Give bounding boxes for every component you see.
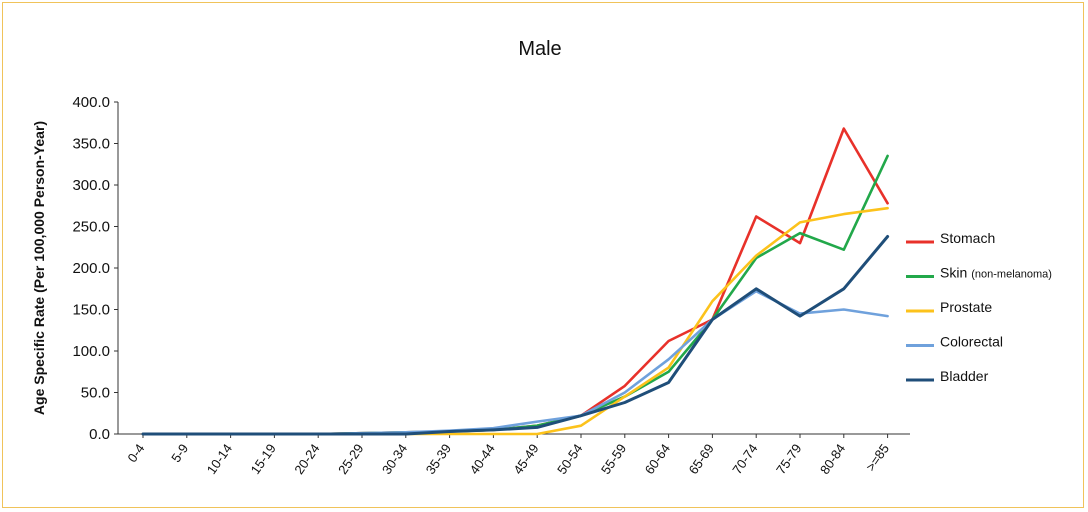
y-tick-label: 100.0 — [72, 343, 110, 360]
legend-item-colorectal: Colorectal — [940, 334, 1003, 350]
x-tick-label: 30-34 — [379, 441, 410, 477]
legend: Stomach Skin (non-melanoma) Prostate Colorec… — [906, 230, 1052, 384]
series-line-colorectal — [141, 289, 889, 436]
x-tick-label: 15-19 — [247, 441, 278, 477]
legend-item-bladder: Bladder — [940, 368, 989, 384]
x-tick-label: 5-9 — [168, 441, 191, 465]
y-tick-label: 150.0 — [72, 302, 110, 319]
x-tick-label: 75-79 — [773, 441, 804, 477]
series-line-bladder — [141, 235, 890, 436]
x-tick-label: 65-69 — [685, 441, 716, 477]
legend-item-skin: Skin (non-melanoma) — [940, 265, 1052, 281]
x-tick-label: 60-64 — [642, 441, 673, 477]
x-tick-label: 20-24 — [291, 441, 322, 477]
legend-item-prostate: Prostate — [940, 299, 992, 315]
x-tick-label: 45-49 — [510, 441, 541, 477]
legend-note: (non-melanoma) — [971, 269, 1052, 281]
series-line-prostate — [141, 206, 889, 436]
legend-label: Prostate — [940, 299, 992, 315]
series-lines — [141, 127, 890, 436]
x-tick-label: 70-74 — [729, 441, 760, 477]
x-tick-label: 55-59 — [598, 441, 629, 477]
x-tick-labels: 0-4 5-9 10-14 15-19 20-24 25-29 30-34 35-39 40-4… — [124, 434, 892, 477]
legend-label: Bladder — [940, 368, 989, 384]
y-tick-label: 250.0 — [72, 219, 110, 236]
x-tick-label: 35-39 — [423, 441, 454, 477]
y-tick-labels: 0.0 50.0 100.0 150.0 200.0 250.0 300.0 350.0 400… — [72, 94, 118, 443]
chart-title: Male — [518, 38, 561, 60]
legend-item-stomach: Stomach — [940, 230, 995, 246]
series-line-skin — [141, 154, 889, 436]
legend-label: Colorectal — [940, 334, 1003, 350]
x-tick-label: 40-44 — [466, 441, 497, 477]
legend-label: Stomach — [940, 230, 995, 246]
x-tick-label: 50-54 — [554, 441, 585, 477]
x-tick-label: 80-84 — [817, 441, 848, 477]
y-axis-label: Age Specific Rate (Per 100,000 Person-Ye… — [31, 121, 47, 415]
y-tick-label: 50.0 — [81, 385, 110, 402]
y-tick-label: 300.0 — [72, 177, 110, 194]
x-tick-label: 0-4 — [124, 441, 147, 465]
series-line-stomach — [141, 127, 889, 436]
legend-label: Skin — [940, 265, 967, 281]
y-tick-label: 0.0 — [89, 426, 110, 443]
y-tick-label: 400.0 — [72, 94, 110, 111]
x-tick-label: 25-29 — [335, 441, 366, 477]
y-tick-label: 350.0 — [72, 136, 110, 153]
x-tick-label: >=85 — [863, 441, 892, 474]
x-tick-label: 10-14 — [204, 441, 235, 477]
axes — [117, 102, 910, 435]
y-tick-label: 200.0 — [72, 260, 110, 277]
